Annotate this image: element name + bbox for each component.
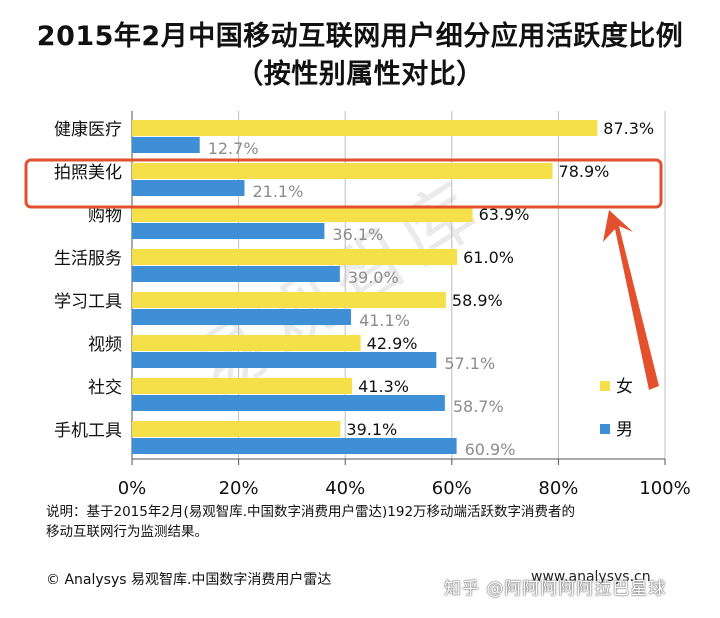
chart-title: 2015年2月中国移动互联网用户细分应用活跃度比例 (36, 21, 684, 52)
chart-subtitle: （按性别属性对比） (236, 59, 484, 90)
note-line-2: 移动互联网行为监测结果。 (46, 524, 208, 540)
category-label: 生活服务 (54, 249, 122, 269)
note-line-1: 说明：基于2015年2月(易观智库.中国数字消费用户雷达)192万移动端活跃数字… (46, 504, 576, 520)
bar-male (132, 266, 340, 282)
bar-male (132, 309, 352, 325)
legend-label-female: 女 (616, 377, 633, 397)
value-label-male: 36.1% (332, 225, 383, 244)
bar-chart: 0% 20% 40% 60% 80% 100% 健康医疗 87.3% 12.7% 拍照美化 78.9… (24, 111, 691, 499)
bar-female (132, 120, 598, 136)
copyright-text: © Analysys 易观智库.中国数字消费用户雷达 (46, 572, 332, 588)
bar-female (132, 292, 446, 308)
value-label-male: 21.1% (252, 182, 303, 201)
value-label-female: 78.9% (559, 162, 610, 181)
value-label-female: 63.9% (479, 205, 530, 224)
bar-male (132, 438, 457, 454)
value-label-female: 39.1% (346, 420, 397, 439)
value-label-female: 61.0% (463, 248, 514, 267)
bar-male (132, 137, 200, 153)
value-label-male: 39.0% (348, 268, 399, 287)
bar-female (132, 378, 353, 394)
bar-female (132, 206, 473, 222)
bar-male (132, 180, 245, 196)
legend-label-male: 男 (616, 420, 633, 440)
category-label: 视频 (88, 335, 122, 355)
category-label: 学习工具 (54, 292, 122, 312)
bar-male (132, 395, 445, 411)
x-tick-label: 40% (325, 478, 365, 499)
value-label-female: 41.3% (358, 377, 409, 396)
legend-swatch-male (600, 424, 610, 434)
value-label-male: 60.9% (465, 440, 516, 459)
x-tick-label: 0% (118, 478, 147, 499)
value-label-female: 42.9% (367, 334, 418, 353)
category-label: 手机工具 (54, 421, 122, 441)
value-label-female: 87.3% (603, 119, 654, 138)
value-label-male: 41.1% (359, 311, 410, 330)
bar-female (132, 249, 458, 265)
value-label-male: 12.7% (208, 139, 259, 158)
x-tick-label: 20% (219, 478, 259, 499)
x-tick-label: 60% (432, 478, 472, 499)
category-label: 购物 (88, 206, 122, 226)
site-url: www.analysys.cn (531, 569, 651, 585)
value-label-male: 58.7% (453, 397, 504, 416)
zhihu-watermark: 知乎 @阿阿阿阿阿拉巴星球 (444, 579, 667, 599)
value-label-female: 58.9% (452, 291, 503, 310)
category-label: 社交 (88, 378, 122, 398)
x-tick-label: 80% (538, 478, 578, 499)
bar-female (132, 335, 361, 351)
bar-male (132, 223, 325, 239)
category-label: 健康医疗 (54, 120, 122, 140)
x-tick-label: 100% (639, 478, 690, 499)
legend-swatch-female (600, 381, 610, 391)
highlight-box (24, 158, 663, 209)
chart-note: 说明：基于2015年2月(易观智库.中国数字消费用户雷达)192万移动端活跃数字… (46, 502, 575, 542)
bar-female (132, 163, 553, 179)
category-label: 拍照美化 (54, 163, 122, 183)
annotation-arrow (603, 210, 659, 390)
bar-male (132, 352, 437, 368)
value-label-male: 57.1% (444, 354, 495, 373)
bar-female (132, 421, 341, 437)
